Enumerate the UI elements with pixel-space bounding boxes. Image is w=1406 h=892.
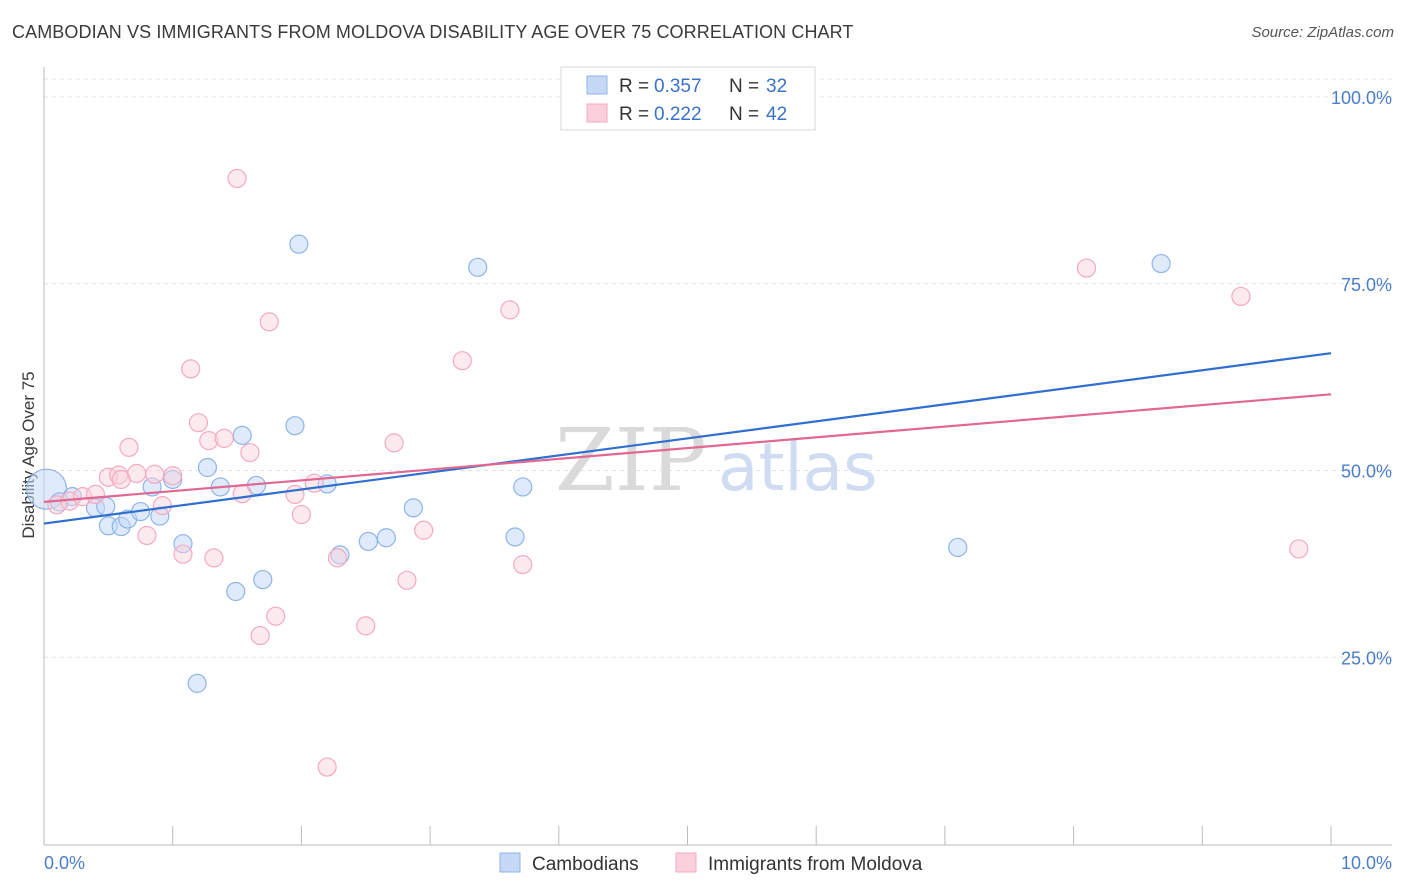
point-moldova-9 [137, 525, 157, 546]
point-moldova-10 [145, 464, 165, 484]
point-cambodians-30 [948, 537, 968, 558]
point-moldova-14 [181, 359, 201, 379]
point-moldova-8 [127, 463, 147, 484]
point-cambodians-25 [376, 528, 396, 548]
point-moldova-18 [214, 428, 234, 448]
point-moldova-15 [188, 413, 209, 433]
point-moldova-38 [1231, 286, 1251, 307]
axes [43, 67, 1392, 846]
point-moldova-16 [199, 431, 219, 451]
point-moldova-35 [500, 300, 520, 320]
point-moldova-21 [240, 442, 260, 463]
trend-line-cambodians [43, 352, 1332, 525]
point-moldova-29 [327, 548, 348, 568]
point-moldova-24 [266, 606, 286, 626]
point-cambodians-29 [513, 477, 533, 497]
y-axis-label: Disability Age Over 75 [19, 371, 38, 538]
point-moldova-19 [227, 168, 247, 189]
data-points [25, 168, 1309, 777]
chart-title: CAMBODIAN VS IMMIGRANTS FROM MOLDOVA DIS… [12, 22, 854, 42]
legend-r-value-moldova: 0.222 [654, 104, 702, 125]
point-cambodians-23 [330, 545, 350, 565]
point-moldova-13 [173, 544, 193, 564]
x-tick-labels: 0.0% 10.0% [44, 853, 1392, 873]
point-cambodians-27 [468, 257, 488, 277]
point-cambodians-13 [187, 673, 207, 693]
legend-n-value-moldova: 42 [766, 104, 787, 125]
y-tick-label-2: 50.0% [1341, 462, 1392, 482]
legend-n-label-2: N = [729, 104, 759, 125]
bottom-legend-label-moldova: Immigrants from Moldova [708, 854, 923, 875]
point-moldova-30 [356, 616, 376, 636]
legend-r-value-cambodians: 0.357 [654, 76, 702, 97]
watermark-atlas: atlas [718, 429, 878, 506]
legend-swatch-moldova [586, 103, 608, 123]
watermark-zip: ZIP [555, 411, 707, 511]
watermark: ZIP atlas [555, 411, 878, 511]
legend: R = 0.357 N = 32 R = 0.222 N = 42 [560, 66, 816, 131]
point-moldova-32 [397, 570, 417, 590]
y-tick-label-3: 25.0% [1341, 648, 1392, 668]
point-moldova-3 [85, 484, 106, 505]
grid-lines [44, 78, 1392, 658]
point-cambodians-12 [173, 534, 193, 554]
point-moldova-17 [204, 548, 224, 568]
bottom-legend-label-cambodians: Cambodians [532, 854, 639, 875]
point-cambodians-28 [505, 527, 525, 547]
legend-n-value-cambodians: 32 [766, 76, 787, 97]
bottom-legend-swatch-cambodians [499, 852, 521, 873]
x-tick-label-right: 10.0% [1341, 853, 1392, 873]
point-cambodians-21 [289, 234, 309, 254]
point-cambodians-24 [358, 531, 378, 552]
point-moldova-20 [232, 484, 252, 504]
trend-lines [43, 352, 1332, 525]
point-moldova-25 [285, 484, 305, 505]
point-moldova-11 [152, 496, 173, 516]
legend-r-label-1: R = [619, 76, 649, 97]
point-moldova-33 [414, 520, 434, 540]
legend-swatch-cambodians [586, 75, 608, 95]
y-tick-label-1: 75.0% [1341, 275, 1392, 295]
point-cambodians-19 [253, 569, 273, 590]
point-cambodians-20 [285, 416, 305, 436]
bottom-legend: Cambodians Immigrants from Moldova [499, 852, 923, 875]
point-cambodians-17 [232, 425, 252, 445]
point-moldova-36 [513, 555, 533, 575]
point-moldova-22 [250, 625, 270, 646]
point-cambodians-31 [1151, 253, 1171, 274]
point-moldova-12 [163, 466, 183, 486]
point-cambodians-14 [197, 457, 218, 478]
point-moldova-23 [259, 312, 279, 332]
chart-source: Source: ZipAtlas.com [1251, 24, 1394, 41]
legend-n-label-1: N = [729, 76, 759, 97]
point-moldova-39 [1289, 539, 1309, 559]
point-moldova-37 [1076, 258, 1097, 278]
point-moldova-31 [384, 433, 404, 453]
point-cambodians-26 [403, 498, 423, 518]
y-tick-label-0: 100.0% [1331, 88, 1392, 108]
trend-line-moldova [43, 393, 1332, 503]
point-moldova-34 [452, 351, 472, 371]
point-moldova-28 [317, 757, 337, 777]
x-tick-label-left: 0.0% [44, 853, 85, 873]
legend-r-label-2: R = [619, 104, 649, 125]
bottom-legend-swatch-moldova [675, 852, 697, 873]
point-moldova-7 [119, 437, 139, 457]
point-cambodians-16 [226, 581, 246, 602]
y-tick-labels: 100.0% 75.0% 50.0% 25.0% [1331, 88, 1392, 668]
point-moldova-26 [291, 504, 311, 525]
